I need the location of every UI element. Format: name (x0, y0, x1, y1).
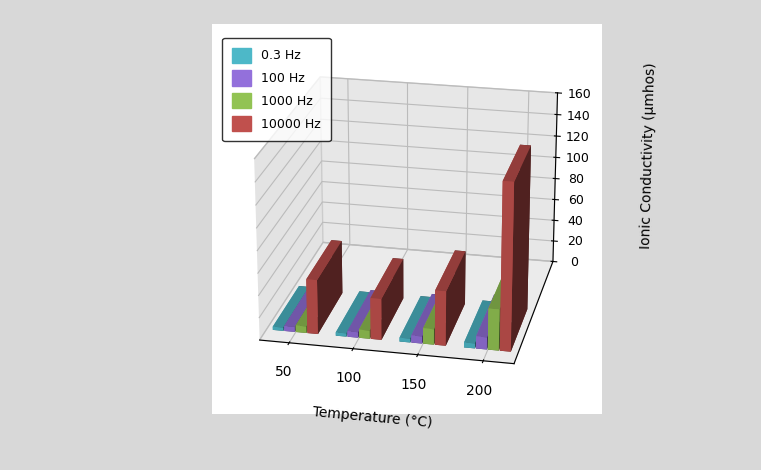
X-axis label: Temperature (°C): Temperature (°C) (312, 405, 433, 430)
Legend: 0.3 Hz, 100 Hz, 1000 Hz, 10000 Hz: 0.3 Hz, 100 Hz, 1000 Hz, 10000 Hz (222, 38, 331, 141)
